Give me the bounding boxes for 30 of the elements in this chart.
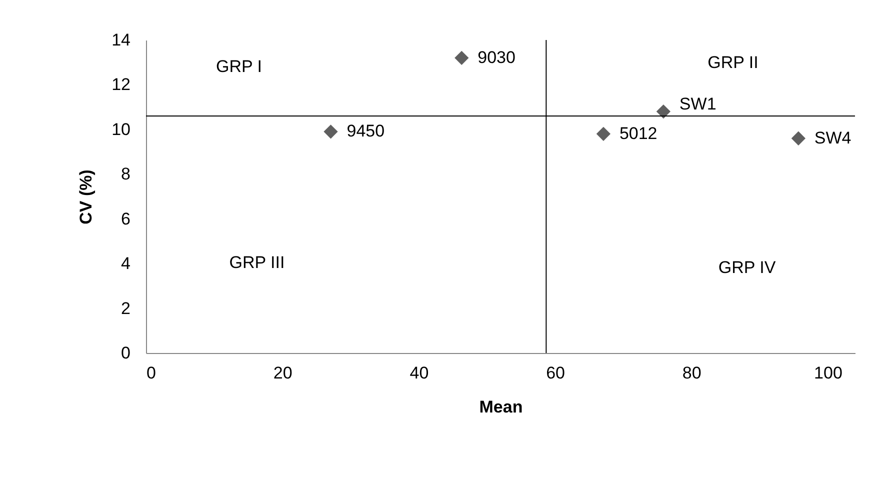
point bbox=[596, 126, 611, 141]
annotation: 5012 bbox=[619, 124, 658, 143]
y-tick-label: 8 bbox=[121, 164, 130, 184]
y-tick-label: 4 bbox=[121, 254, 130, 274]
x-tick-label: 60 bbox=[546, 364, 565, 382]
x-tick-label: 20 bbox=[273, 364, 292, 382]
y-tick-label: 12 bbox=[112, 75, 130, 94]
y-axis-title: CV (%) bbox=[76, 170, 96, 224]
annotation: 9030 bbox=[478, 48, 516, 67]
point bbox=[324, 124, 338, 139]
annotation: SW4 bbox=[814, 128, 852, 148]
annotation: GRP I bbox=[216, 57, 262, 76]
annotation: GRP III bbox=[229, 253, 285, 272]
point bbox=[656, 104, 671, 119]
y-tick-label: 0 bbox=[121, 344, 130, 362]
y-tick-label: 14 bbox=[112, 30, 130, 50]
y-tick-label: 6 bbox=[121, 209, 130, 228]
point bbox=[454, 50, 469, 65]
annotation: 9450 bbox=[346, 122, 385, 141]
y-tick-label: 10 bbox=[112, 120, 130, 139]
x-tick-label: 80 bbox=[682, 364, 702, 382]
annotation: GRP II bbox=[708, 53, 758, 72]
annotation: GRP IV bbox=[718, 258, 776, 277]
annotation: SW1 bbox=[679, 94, 716, 114]
x-tick-label: 0 bbox=[146, 364, 156, 382]
x-axis-title: Mean bbox=[479, 398, 523, 416]
x-tick-label: 40 bbox=[410, 364, 429, 382]
y-tick-label: 2 bbox=[121, 298, 130, 318]
point bbox=[791, 131, 806, 146]
x-tick-label: 100 bbox=[814, 364, 842, 382]
